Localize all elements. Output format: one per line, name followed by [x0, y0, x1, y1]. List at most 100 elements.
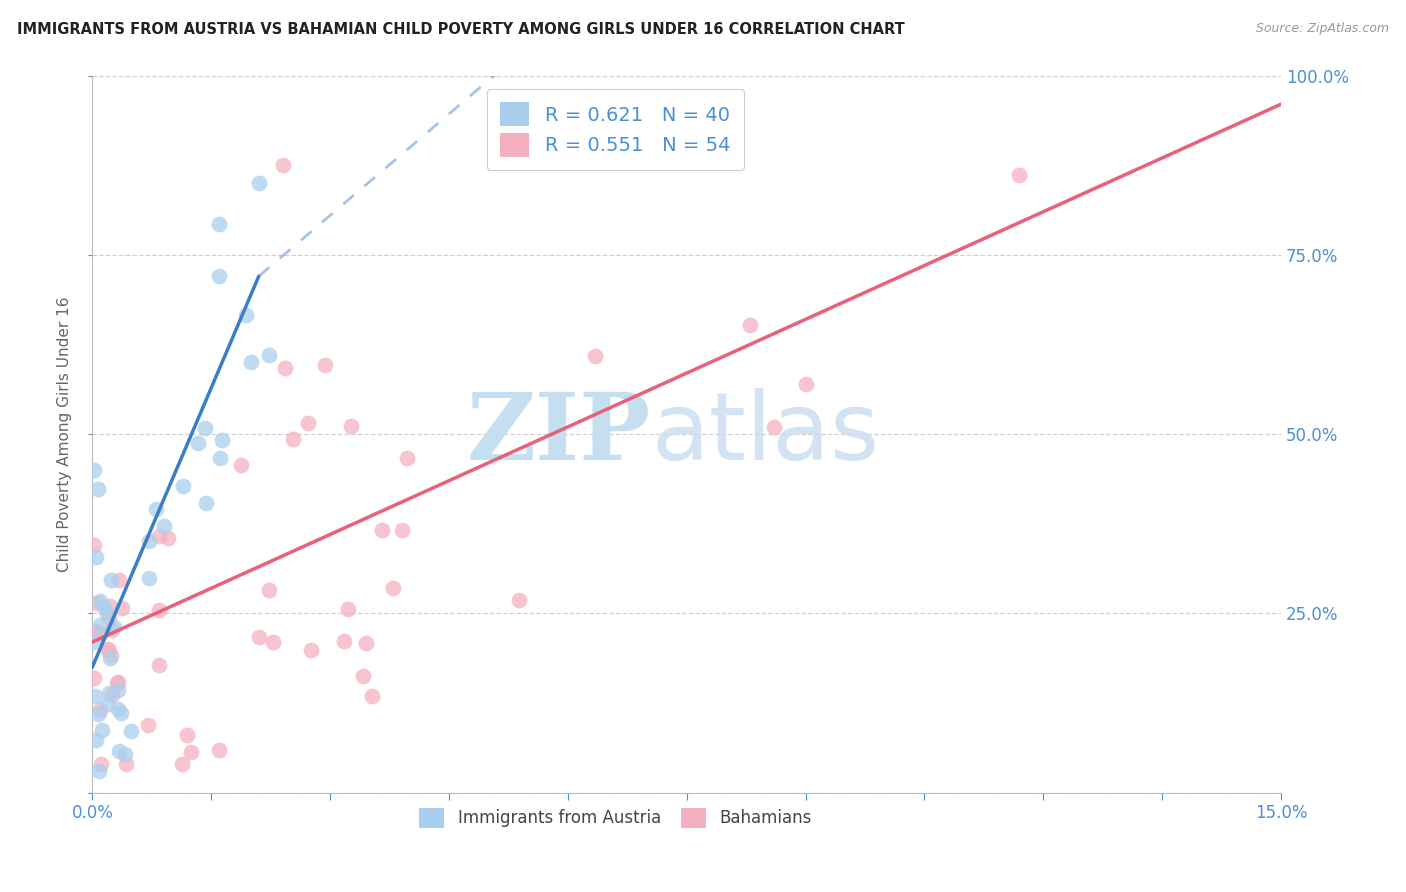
- Point: [208, 217, 231, 231]
- Y-axis label: Child Poverty Among Girls Under 16: Child Poverty Among Girls Under 16: [58, 296, 72, 572]
- Point: [83, 671, 105, 685]
- Point: [84, 689, 107, 703]
- Point: [180, 745, 202, 759]
- Point: [145, 502, 167, 516]
- Point: [361, 689, 384, 703]
- Point: [208, 742, 231, 756]
- Point: [381, 581, 404, 595]
- Text: Source: ZipAtlas.com: Source: ZipAtlas.com: [1256, 22, 1389, 36]
- Point: [83, 463, 105, 477]
- Point: [89, 618, 111, 632]
- Point: [583, 349, 606, 363]
- Point: [354, 636, 377, 650]
- Point: [97, 641, 120, 656]
- Point: [138, 534, 160, 549]
- Point: [239, 355, 262, 369]
- Point: [91, 723, 114, 738]
- Point: [396, 451, 419, 466]
- Point: [229, 458, 252, 472]
- Legend: Immigrants from Austria, Bahamians: Immigrants from Austria, Bahamians: [412, 801, 818, 835]
- Point: [86, 595, 108, 609]
- Point: [262, 635, 284, 649]
- Point: [208, 450, 231, 465]
- Point: [97, 697, 120, 711]
- Point: [337, 602, 360, 616]
- Point: [156, 531, 179, 545]
- Point: [87, 482, 110, 496]
- Point: [97, 642, 120, 657]
- Point: [194, 421, 217, 435]
- Point: [247, 176, 270, 190]
- Point: [107, 702, 129, 716]
- Point: [1008, 168, 1031, 182]
- Point: [107, 683, 129, 698]
- Point: [391, 523, 413, 537]
- Point: [90, 756, 112, 771]
- Point: [83, 634, 105, 648]
- Point: [271, 158, 294, 172]
- Point: [148, 603, 170, 617]
- Point: [152, 519, 174, 533]
- Point: [299, 643, 322, 657]
- Point: [194, 496, 217, 510]
- Point: [371, 524, 394, 538]
- Point: [235, 308, 257, 322]
- Point: [87, 764, 110, 779]
- Point: [83, 537, 105, 551]
- Point: [314, 358, 336, 372]
- Point: [84, 733, 107, 747]
- Point: [176, 728, 198, 742]
- Point: [108, 573, 131, 587]
- Point: [794, 376, 817, 391]
- Point: [332, 634, 354, 648]
- Point: [257, 582, 280, 597]
- Point: [136, 718, 159, 732]
- Point: [89, 627, 111, 641]
- Point: [98, 609, 121, 624]
- Point: [283, 433, 305, 447]
- Point: [148, 658, 170, 673]
- Point: [84, 549, 107, 564]
- Point: [120, 724, 142, 739]
- Point: [247, 630, 270, 644]
- Point: [100, 573, 122, 587]
- Point: [101, 624, 124, 638]
- Point: [115, 756, 138, 771]
- Point: [352, 669, 374, 683]
- Text: IMMIGRANTS FROM AUSTRIA VS BAHAMIAN CHILD POVERTY AMONG GIRLS UNDER 16 CORRELATI: IMMIGRANTS FROM AUSTRIA VS BAHAMIAN CHIL…: [17, 22, 904, 37]
- Point: [508, 592, 530, 607]
- Point: [187, 436, 209, 450]
- Point: [89, 703, 111, 717]
- Point: [101, 688, 124, 702]
- Point: [208, 269, 231, 284]
- Point: [98, 650, 121, 665]
- Point: [93, 600, 115, 615]
- Point: [111, 600, 134, 615]
- Point: [98, 599, 121, 613]
- Point: [762, 420, 785, 434]
- Point: [114, 747, 136, 761]
- Point: [110, 706, 132, 720]
- Point: [148, 529, 170, 543]
- Point: [172, 756, 194, 771]
- Point: [340, 419, 363, 434]
- Point: [105, 676, 128, 690]
- Point: [89, 594, 111, 608]
- Text: ZIP: ZIP: [467, 389, 651, 479]
- Point: [211, 433, 233, 447]
- Point: [86, 624, 108, 639]
- Point: [138, 571, 160, 585]
- Point: [107, 675, 129, 690]
- Point: [96, 606, 118, 620]
- Point: [273, 361, 295, 376]
- Point: [108, 744, 131, 758]
- Point: [738, 318, 761, 333]
- Text: atlas: atlas: [651, 388, 879, 480]
- Point: [257, 348, 280, 362]
- Point: [97, 686, 120, 700]
- Point: [87, 707, 110, 722]
- Point: [100, 648, 122, 663]
- Point: [297, 416, 319, 430]
- Point: [172, 479, 194, 493]
- Point: [103, 620, 125, 634]
